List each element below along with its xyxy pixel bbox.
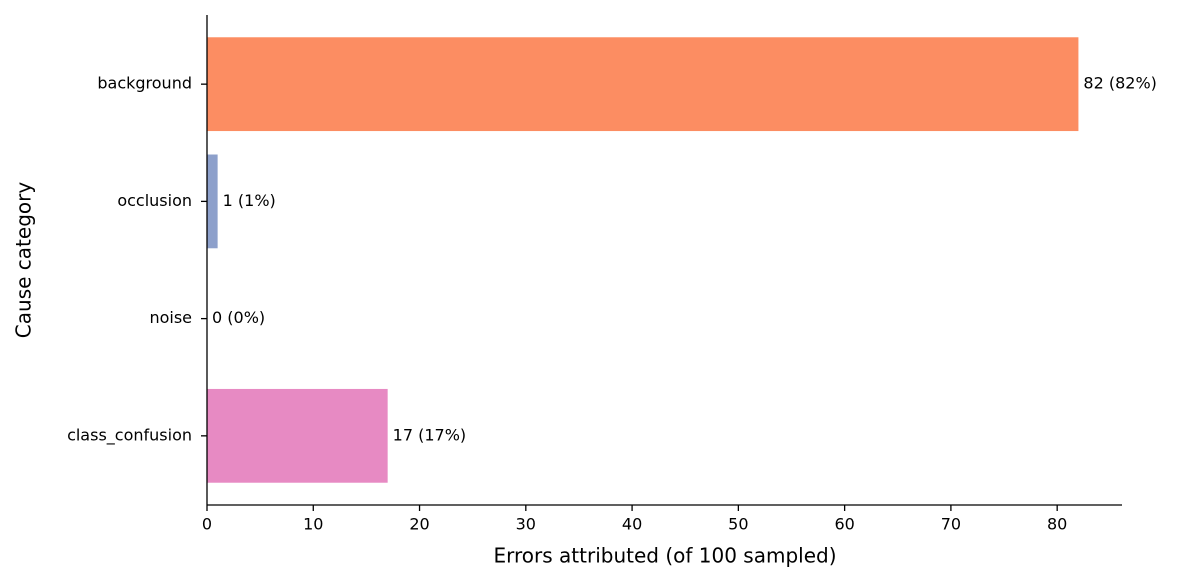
x-tick-label: 20	[409, 515, 429, 534]
x-axis-title: Errors attributed (of 100 sampled)	[494, 544, 837, 568]
x-tick-label: 0	[202, 515, 212, 534]
bar	[207, 37, 1079, 132]
bar	[207, 388, 388, 483]
x-tick-label: 30	[516, 515, 536, 534]
value-label: 17 (17%)	[393, 425, 467, 444]
x-tick-label: 10	[303, 515, 323, 534]
y-tick-label: background	[97, 74, 192, 93]
x-tick-label: 70	[941, 515, 961, 534]
y-tick-label: occlusion	[117, 191, 192, 210]
y-tick-label: class_confusion	[67, 425, 192, 445]
value-label: 1 (1%)	[223, 191, 276, 210]
value-label: 0 (0%)	[212, 308, 265, 327]
x-tick-label: 60	[834, 515, 854, 534]
x-tick-label: 40	[622, 515, 642, 534]
value-label: 82 (82%)	[1083, 74, 1157, 93]
bar	[207, 154, 218, 249]
y-axis-title: Cause category	[12, 182, 36, 339]
y-tick-label: noise	[149, 308, 192, 327]
x-tick-label: 50	[728, 515, 748, 534]
x-tick-label: 80	[1047, 515, 1067, 534]
